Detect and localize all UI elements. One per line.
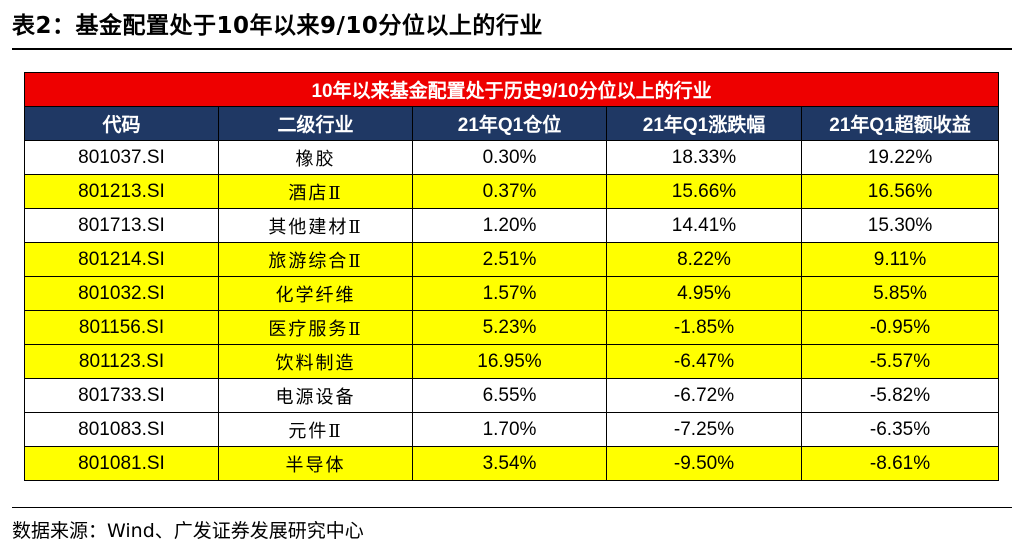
cell-change: 15.66% bbox=[606, 174, 802, 209]
cell-industry: 半导体 bbox=[218, 446, 413, 481]
header-excess: 21年Q1超额收益 bbox=[800, 106, 1000, 141]
table-row: 801032.SI 化学纤维 1.57% 4.95% 5.85% bbox=[24, 276, 1000, 311]
cell-industry: 电源设备 bbox=[218, 378, 413, 413]
cell-change: 14.41% bbox=[606, 208, 802, 243]
table-row: 801733.SI 电源设备 6.55% -6.72% -5.82% bbox=[24, 378, 1000, 413]
table-row: 801037.SI 橡胶 0.30% 18.33% 19.22% bbox=[24, 140, 1000, 175]
cell-position: 1.20% bbox=[412, 208, 607, 243]
cell-position: 2.51% bbox=[412, 242, 607, 277]
source-note: 数据来源：Wind、广发证券发展研究中心 bbox=[12, 520, 364, 542]
table-row: 801213.SI 酒店Ⅱ 0.37% 15.66% 16.56% bbox=[24, 174, 1000, 209]
cell-excess: -0.95% bbox=[800, 310, 1000, 345]
cell-position: 1.57% bbox=[412, 276, 607, 311]
cell-position: 0.37% bbox=[412, 174, 607, 209]
cell-industry: 酒店Ⅱ bbox=[218, 174, 413, 209]
cell-excess: -6.35% bbox=[800, 412, 1000, 447]
cell-industry: 其他建材Ⅱ bbox=[218, 208, 413, 243]
cell-change: -6.47% bbox=[606, 344, 802, 379]
cell-change: -9.50% bbox=[606, 446, 802, 481]
header-code: 代码 bbox=[24, 106, 219, 141]
cell-industry: 元件Ⅱ bbox=[218, 412, 413, 447]
cell-position: 0.30% bbox=[412, 140, 607, 175]
cell-code: 801037.SI bbox=[24, 140, 219, 175]
header-change: 21年Q1涨跌幅 bbox=[606, 106, 802, 141]
table-row: 801214.SI 旅游综合Ⅱ 2.51% 8.22% 9.11% bbox=[24, 242, 1000, 277]
cell-code: 801733.SI bbox=[24, 378, 219, 413]
cell-code: 801081.SI bbox=[24, 446, 219, 481]
cell-excess: 9.11% bbox=[800, 242, 1000, 277]
cell-change: -6.72% bbox=[606, 378, 802, 413]
cell-code: 801713.SI bbox=[24, 208, 219, 243]
table-row: 801713.SI 其他建材Ⅱ 1.20% 14.41% 15.30% bbox=[24, 208, 1000, 243]
cell-industry: 化学纤维 bbox=[218, 276, 413, 311]
cell-code: 801083.SI bbox=[24, 412, 219, 447]
cell-position: 1.70% bbox=[412, 412, 607, 447]
header-industry: 二级行业 bbox=[218, 106, 413, 141]
cell-excess: 5.85% bbox=[800, 276, 1000, 311]
table-caption: 表2：基金配置处于10年以来9/10分位以上的行业 bbox=[12, 13, 543, 39]
table-title-row: 10年以来基金配置处于历史9/10分位以上的行业 bbox=[23, 72, 1000, 107]
cell-change: 4.95% bbox=[606, 276, 802, 311]
top-divider bbox=[12, 48, 1012, 50]
cell-position: 3.54% bbox=[412, 446, 607, 481]
cell-industry: 饮料制造 bbox=[218, 344, 413, 379]
cell-excess: 16.56% bbox=[800, 174, 1000, 209]
cell-code: 801123.SI bbox=[24, 344, 219, 379]
table-title: 10年以来基金配置处于历史9/10分位以上的行业 bbox=[23, 72, 1000, 107]
cell-code: 801032.SI bbox=[24, 276, 219, 311]
table-row: 801081.SI 半导体 3.54% -9.50% -8.61% bbox=[24, 446, 1000, 481]
cell-position: 16.95% bbox=[412, 344, 607, 379]
table-row: 801156.SI 医疗服务Ⅱ 5.23% -1.85% -0.95% bbox=[24, 310, 1000, 345]
cell-code: 801213.SI bbox=[24, 174, 219, 209]
table-header-row: 代码 二级行业 21年Q1仓位 21年Q1涨跌幅 21年Q1超额收益 bbox=[24, 106, 1000, 141]
table-row: 801083.SI 元件Ⅱ 1.70% -7.25% -6.35% bbox=[24, 412, 1000, 447]
industry-table: 10年以来基金配置处于历史9/10分位以上的行业 代码 二级行业 21年Q1仓位… bbox=[23, 72, 1000, 481]
cell-industry: 旅游综合Ⅱ bbox=[218, 242, 413, 277]
cell-excess: -5.82% bbox=[800, 378, 1000, 413]
cell-industry: 医疗服务Ⅱ bbox=[218, 310, 413, 345]
table-row: 801123.SI 饮料制造 16.95% -6.47% -5.57% bbox=[24, 344, 1000, 379]
cell-change: -7.25% bbox=[606, 412, 802, 447]
bottom-divider bbox=[12, 507, 1012, 508]
cell-excess: 19.22% bbox=[800, 140, 1000, 175]
header-position: 21年Q1仓位 bbox=[412, 106, 607, 141]
cell-change: 8.22% bbox=[606, 242, 802, 277]
cell-excess: -5.57% bbox=[800, 344, 1000, 379]
cell-change: -1.85% bbox=[606, 310, 802, 345]
cell-code: 801156.SI bbox=[24, 310, 219, 345]
cell-position: 6.55% bbox=[412, 378, 607, 413]
cell-position: 5.23% bbox=[412, 310, 607, 345]
cell-excess: 15.30% bbox=[800, 208, 1000, 243]
cell-change: 18.33% bbox=[606, 140, 802, 175]
cell-code: 801214.SI bbox=[24, 242, 219, 277]
cell-excess: -8.61% bbox=[800, 446, 1000, 481]
cell-industry: 橡胶 bbox=[218, 140, 413, 175]
